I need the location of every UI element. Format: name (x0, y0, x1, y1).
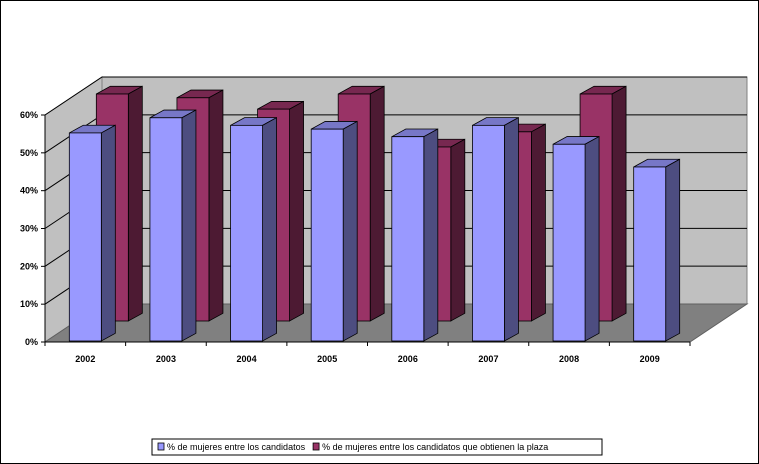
gridline (44, 76, 747, 116)
bar-front (68, 132, 102, 342)
legend-swatch (312, 442, 320, 451)
bar-side (450, 138, 466, 322)
bar-side (208, 89, 224, 322)
bar-series1-2004 (230, 116, 277, 342)
legend-swatch (157, 442, 165, 451)
bar-side (584, 135, 600, 342)
bar-series1-2006 (391, 128, 439, 342)
y-tick-label: 30% (20, 224, 38, 234)
bar-side (504, 116, 519, 342)
bar-side (100, 124, 116, 342)
bar-side (369, 85, 385, 322)
bar-front (310, 128, 344, 342)
legend-box (151, 438, 603, 456)
bar-side (423, 128, 439, 342)
bar-front (391, 136, 425, 342)
y-tick-label: 50% (20, 148, 38, 158)
bar-series1-2008 (552, 135, 600, 342)
bar-series1-2007 (472, 116, 519, 342)
bar-front (633, 166, 667, 342)
y-tick-label: 40% (20, 186, 38, 196)
y-tick-label: 20% (20, 261, 38, 271)
bar-series1-2009 (633, 158, 681, 342)
x-tick-label: 2002 (75, 354, 95, 364)
bar-series1-2003 (149, 109, 197, 342)
x-tick-label: 2009 (640, 354, 660, 364)
bar-series1-2005 (310, 120, 358, 342)
x-tick-label: 2008 (559, 354, 579, 364)
x-tick-label: 2003 (156, 354, 176, 364)
y-tick-label: 0% (25, 337, 38, 347)
legend-label: % de mujeres entre los candidatos que ob… (322, 442, 548, 452)
bar-side (665, 158, 681, 342)
bar-side (531, 123, 546, 322)
bar-side (342, 120, 358, 342)
bar-series1-2002 (68, 124, 116, 342)
y-tick-label: 60% (20, 110, 38, 120)
bar-front (149, 117, 183, 342)
bar-front (230, 124, 263, 342)
x-tick-label: 2006 (398, 354, 418, 364)
y-tick-label: 10% (20, 299, 38, 309)
legend-label: % de mujeres entre los candidatos (167, 442, 306, 452)
bar-front (472, 124, 505, 342)
legend: % de mujeres entre los candidatos % de mu… (151, 438, 603, 456)
bar-side (127, 85, 143, 322)
bar-front (552, 143, 586, 342)
bar-side (611, 85, 627, 322)
x-tick-label: 2007 (478, 354, 498, 364)
x-tick-label: 2005 (317, 354, 337, 364)
bar-side (181, 109, 197, 342)
bar-side (289, 100, 304, 322)
bar-side (262, 116, 277, 342)
x-tick-label: 2004 (237, 354, 257, 364)
